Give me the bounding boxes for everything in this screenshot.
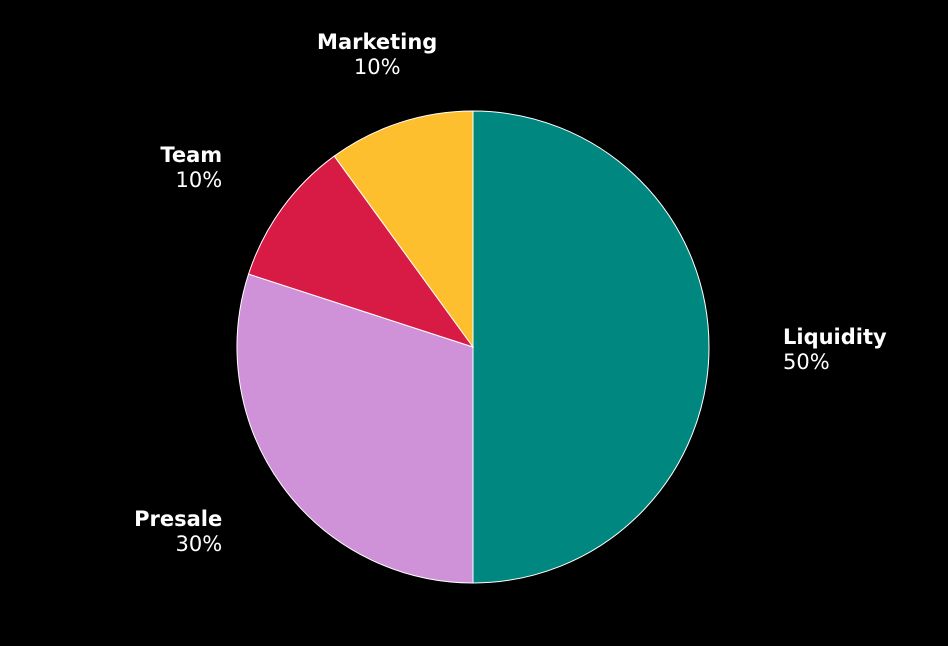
slice-label-name: Team: [160, 143, 222, 167]
pie-slice-liquidity: [472, 110, 710, 584]
slice-label-name: Marketing: [317, 30, 437, 54]
slice-label-value: 10%: [354, 55, 401, 79]
pie-slices: [236, 110, 710, 584]
pie-slice-marketing: [333, 110, 474, 349]
slice-label-value: 10%: [176, 168, 223, 192]
pie-slice-team: [247, 155, 475, 348]
slice-label-value: 50%: [783, 350, 830, 374]
slice-label-name: Presale: [134, 507, 222, 531]
slice-label-value: 30%: [176, 532, 223, 556]
slice-label-name: Liquidity: [783, 325, 887, 349]
pie-labels: Liquidity50%Presale30%Team10%Marketing10…: [134, 30, 887, 556]
pie-slice-presale: [236, 273, 474, 584]
